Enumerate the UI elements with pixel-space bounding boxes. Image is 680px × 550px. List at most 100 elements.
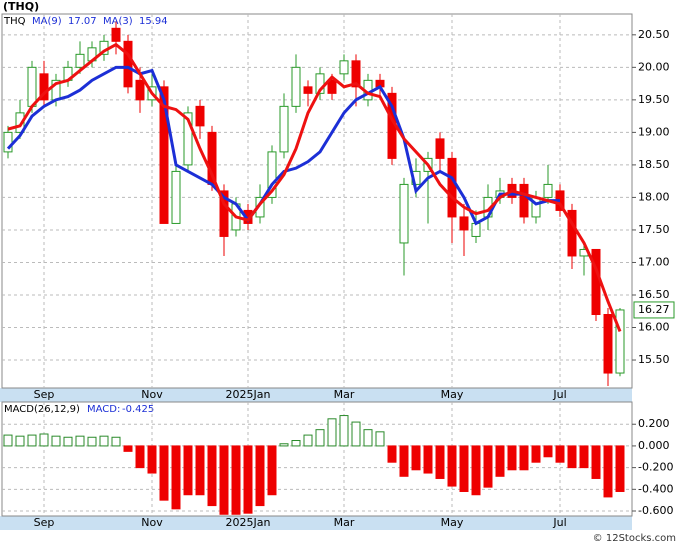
macd-value: -0.425 (122, 404, 154, 415)
candle-body (111, 27, 121, 42)
macd-panel (1, 401, 633, 517)
candle-body (159, 86, 169, 224)
y-tick-label: -0.600 (638, 504, 673, 517)
price-panel (1, 13, 633, 389)
macd-bar (207, 445, 217, 507)
candle-body (543, 183, 553, 198)
macd-bar (159, 445, 169, 501)
macd-bar (555, 445, 565, 463)
macd-bar (351, 421, 361, 447)
y-tick-label: 16.50 (638, 288, 670, 301)
candle-body (303, 86, 313, 94)
y-tick-label: 20.00 (638, 60, 670, 73)
y-tick-label: 20.50 (638, 28, 670, 41)
macd-bar (15, 435, 25, 447)
x-tick-label: Jul (552, 388, 566, 401)
macd-bar (435, 445, 445, 479)
candle-body (447, 157, 457, 218)
candle-body (171, 170, 181, 224)
candle-body (567, 209, 577, 257)
y-tick-label: 0.200 (638, 417, 670, 430)
moving-average-line (7, 42, 622, 332)
candle-body (351, 60, 361, 88)
candle-body (39, 73, 49, 101)
candle-body (135, 79, 145, 101)
y-tick-label: -0.400 (638, 482, 673, 495)
candle-body (471, 222, 481, 237)
y-tick-label: 16.00 (638, 321, 670, 334)
macd-bar (195, 445, 205, 496)
macd-bar (375, 431, 385, 447)
candle-body (15, 112, 25, 133)
x-tick-label: May (441, 516, 464, 529)
macd-bar (183, 445, 193, 496)
macd-bar (219, 445, 229, 515)
x-axis-band (0, 516, 632, 530)
candle-body (399, 183, 409, 244)
macd-bar (3, 434, 13, 447)
x-tick-label: Nov (141, 388, 163, 401)
macd-bar (243, 445, 253, 514)
macd-bar (99, 435, 109, 447)
macd-bar (111, 436, 121, 447)
candle-body (75, 53, 85, 68)
y-tick-label: 17.50 (638, 223, 670, 236)
macd-bar (75, 435, 85, 447)
macd-bar (291, 440, 301, 447)
macd-bar (63, 436, 73, 447)
legend-ma3: MA(3) (103, 16, 133, 27)
y-tick-label: 15.50 (638, 353, 670, 366)
macd-title: MACD(26,12,9) (4, 404, 80, 415)
macd-bar (327, 418, 337, 447)
x-tick-label: Sep (34, 516, 55, 529)
x-tick-label: 2025Jan (226, 516, 271, 529)
legend-ma9-value: 17.07 (68, 16, 97, 27)
last-price-box (633, 301, 675, 319)
candle-body (459, 216, 469, 231)
macd-bar (303, 434, 313, 447)
macd-bar (471, 445, 481, 496)
y-tick-label: -0.200 (638, 461, 673, 474)
macd-bar (267, 445, 277, 496)
legend-ma9: MA(9) (32, 16, 62, 27)
macd-bar (255, 445, 265, 507)
macd-bar (135, 445, 145, 469)
macd-bar (315, 429, 325, 447)
footer: © 12Stocks.com (593, 533, 676, 544)
macd-bar (51, 435, 61, 447)
x-tick-label: May (441, 388, 464, 401)
last-price-label: 16.27 (638, 303, 670, 316)
legend-ma3-value: 15.94 (139, 16, 168, 27)
macd-bar (123, 445, 133, 452)
candle-body (615, 309, 625, 374)
chart-title: (THQ) (3, 0, 39, 13)
macd-bar (27, 434, 37, 447)
candle-body (195, 105, 205, 127)
macd-label: MACD: (87, 404, 120, 415)
macd-bar (579, 445, 589, 469)
candle-body (291, 66, 301, 107)
macd-bar (423, 445, 433, 474)
macd-bar (339, 415, 349, 447)
candle-body (519, 183, 529, 218)
macd-bar (411, 445, 421, 471)
macd-bar (483, 445, 493, 488)
y-tick-label: 19.50 (638, 93, 670, 106)
macd-bar (87, 436, 97, 447)
macd-bar (531, 445, 541, 463)
candle-body (339, 60, 349, 75)
macd-bar (279, 443, 289, 447)
legend-symbol: THQ (3, 16, 26, 27)
macd-bar (447, 445, 457, 487)
macd-bar (495, 445, 505, 477)
macd-bar (231, 445, 241, 515)
y-tick-label: 18.00 (638, 190, 670, 203)
macd-bar (399, 445, 409, 477)
x-axis-band (0, 388, 632, 402)
x-tick-label: Mar (334, 516, 355, 529)
macd-bar (615, 445, 625, 492)
macd-bar (543, 445, 553, 458)
x-tick-label: 2025Jan (226, 388, 271, 401)
